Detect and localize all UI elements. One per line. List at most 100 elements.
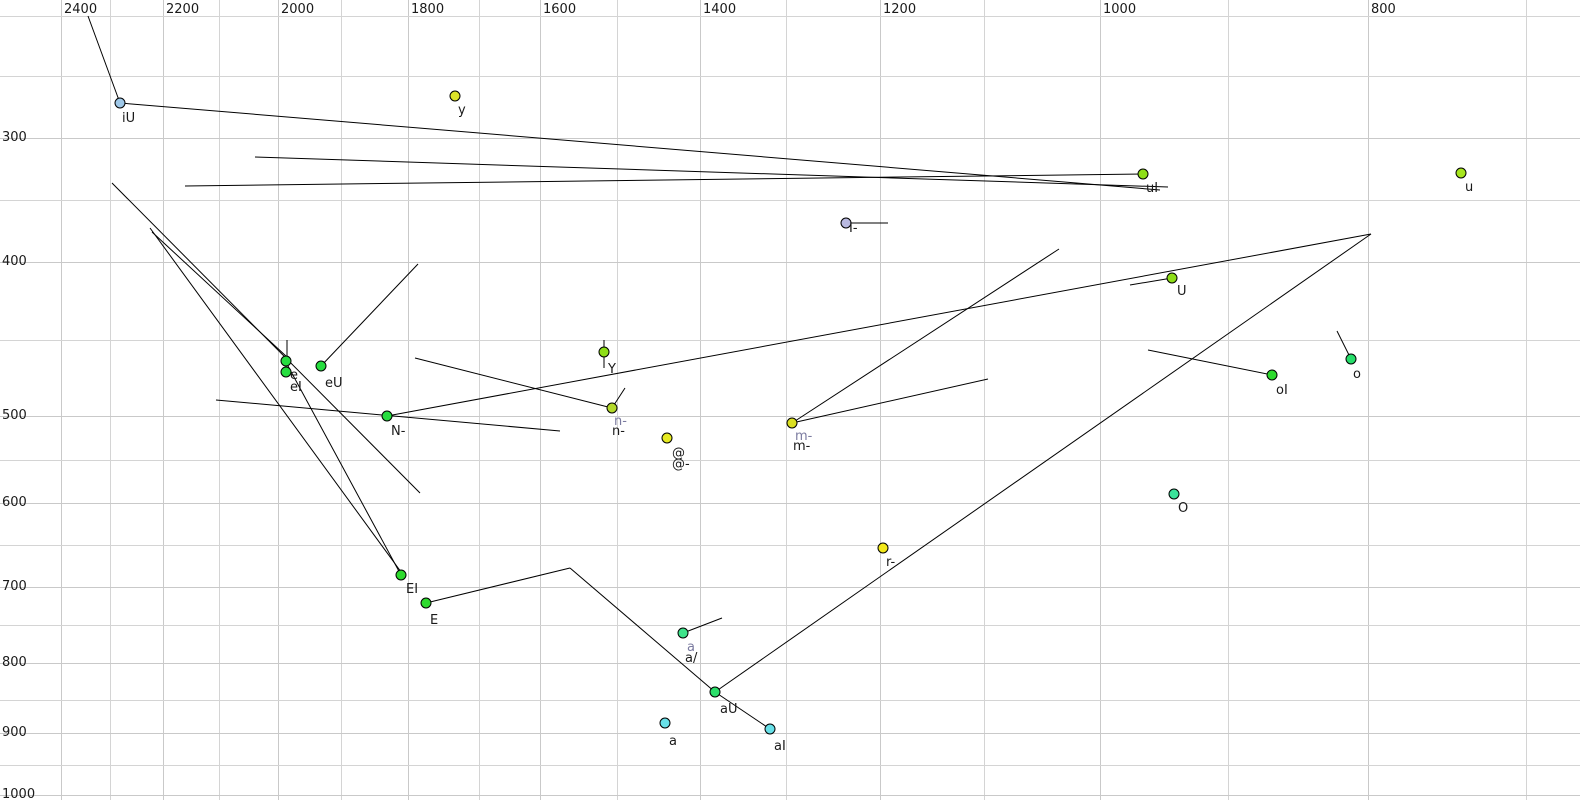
x-tick-label: 1600 xyxy=(543,2,577,17)
data-point-marker[interactable] xyxy=(395,569,407,581)
y-tick-label: 800 xyxy=(2,655,27,670)
data-point-label: a/ xyxy=(685,651,698,666)
gridline-horizontal xyxy=(0,503,1580,504)
data-point-marker[interactable] xyxy=(786,417,798,429)
data-point-label: O xyxy=(1178,501,1189,516)
connector-line xyxy=(254,156,1169,188)
gridline-vertical xyxy=(880,0,881,800)
data-point-marker[interactable] xyxy=(709,686,721,698)
gridline-horizontal xyxy=(0,587,1580,588)
gridline-horizontal xyxy=(0,460,1580,461)
connector-line xyxy=(791,248,1060,424)
data-point-marker[interactable] xyxy=(1345,353,1357,365)
data-point-label: n- xyxy=(612,424,625,439)
gridline-vertical xyxy=(110,0,111,800)
data-point-label: n- xyxy=(614,414,627,429)
gridline-vertical xyxy=(219,0,220,800)
data-point-marker[interactable] xyxy=(1168,488,1180,500)
x-tick-label: 1800 xyxy=(411,2,445,17)
gridline-vertical xyxy=(163,0,164,800)
gridline-horizontal xyxy=(0,16,1580,17)
data-point-label: U xyxy=(1177,284,1187,299)
data-point-marker[interactable] xyxy=(659,717,671,729)
connector-line xyxy=(111,182,421,494)
data-point-label: e xyxy=(290,368,298,383)
data-point-marker[interactable] xyxy=(764,723,776,735)
data-point-marker[interactable] xyxy=(114,97,126,109)
x-tick-label: 1000 xyxy=(1103,2,1137,17)
gridline-horizontal xyxy=(0,733,1580,734)
gridline-vertical xyxy=(700,0,701,800)
data-point-label: E xyxy=(430,613,439,628)
data-point-marker[interactable] xyxy=(420,597,432,609)
data-point-marker[interactable] xyxy=(677,627,689,639)
connector-line xyxy=(425,567,571,604)
gridline-horizontal xyxy=(0,262,1580,263)
gridline-vertical xyxy=(984,0,985,800)
data-point-label: eI xyxy=(290,380,302,395)
data-point-label: m- xyxy=(793,439,811,454)
gridline-horizontal xyxy=(0,663,1580,664)
x-tick-label: 800 xyxy=(1371,2,1396,17)
gridline-vertical xyxy=(1526,0,1527,800)
data-point-marker[interactable] xyxy=(1266,369,1278,381)
gridline-horizontal xyxy=(0,138,1580,139)
gridline-horizontal xyxy=(0,340,1580,341)
data-point-marker[interactable] xyxy=(449,90,461,102)
y-tick-label: 900 xyxy=(2,725,27,740)
gridline-vertical xyxy=(786,0,787,800)
data-point-marker[interactable] xyxy=(598,346,610,358)
gridline-vertical xyxy=(408,0,409,800)
connector-line xyxy=(1147,349,1273,376)
gridline-vertical xyxy=(540,0,541,800)
gridline-horizontal xyxy=(0,625,1580,626)
gridline-vertical xyxy=(341,0,342,800)
gridline-vertical xyxy=(61,0,62,800)
data-point-label: EI xyxy=(406,582,419,597)
data-point-marker[interactable] xyxy=(661,432,673,444)
connector-line xyxy=(320,263,419,367)
data-point-label: r- xyxy=(886,555,896,570)
data-point-marker[interactable] xyxy=(381,410,393,422)
gridline-horizontal xyxy=(0,765,1580,766)
connector-line xyxy=(414,357,613,409)
data-point-label: u xyxy=(1465,180,1474,195)
x-tick-label: 2000 xyxy=(281,2,315,17)
data-point-label: oI xyxy=(1276,383,1288,398)
data-point-label: aI xyxy=(774,739,786,754)
data-point-label: aU xyxy=(720,702,738,717)
x-tick-label: 1200 xyxy=(883,2,917,17)
data-point-label: a xyxy=(669,734,677,749)
data-point-marker[interactable] xyxy=(1166,272,1178,284)
gridline-horizontal xyxy=(0,76,1580,77)
y-tick-label: 400 xyxy=(2,254,27,269)
connector-line xyxy=(87,15,121,104)
connector-line xyxy=(184,173,1144,187)
data-point-label: a xyxy=(687,640,695,655)
data-point-label: N- xyxy=(391,424,406,439)
data-point-marker[interactable] xyxy=(1455,167,1467,179)
data-point-marker[interactable] xyxy=(840,217,852,229)
y-tick-label: 300 xyxy=(2,130,27,145)
data-point-marker[interactable] xyxy=(877,542,889,554)
x-tick-label: 2200 xyxy=(166,2,200,17)
gridline-vertical xyxy=(479,0,480,800)
data-point-label: eU xyxy=(325,376,343,391)
gridline-horizontal xyxy=(0,795,1580,796)
connector-line xyxy=(119,102,1161,191)
x-tick-label: 1400 xyxy=(703,2,737,17)
gridline-horizontal xyxy=(0,545,1580,546)
data-point-label: I- xyxy=(849,221,858,236)
data-point-label: iU xyxy=(122,111,136,126)
data-point-marker[interactable] xyxy=(606,402,618,414)
gridline-horizontal xyxy=(0,200,1580,201)
data-point-label: Y xyxy=(608,362,616,377)
connector-line xyxy=(287,365,402,576)
data-point-marker[interactable] xyxy=(315,360,327,372)
connector-line xyxy=(714,233,1372,693)
data-point-marker[interactable] xyxy=(280,366,292,378)
data-point-marker[interactable] xyxy=(1137,168,1149,180)
data-point-marker[interactable] xyxy=(280,355,292,367)
data-point-label: y xyxy=(458,103,466,118)
